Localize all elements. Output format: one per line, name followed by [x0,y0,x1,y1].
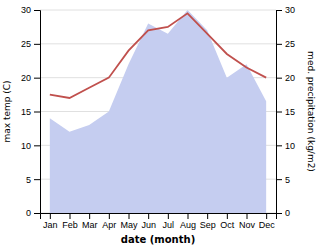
tick-label: 10 [285,141,295,151]
axis-line [41,214,277,220]
tick-label: 20 [285,73,295,83]
tick-label: Apr [102,220,116,230]
tick-label: Aug [180,220,196,230]
tick: 20 [276,73,295,83]
tick-label: Dec [259,220,276,230]
tick-mark [276,213,282,214]
tick: Nov [239,213,256,230]
tick: 0 [276,208,290,218]
tick: 15 [276,107,295,117]
tick-label: Jul [163,220,175,230]
tick-label: 5 [26,175,31,185]
tick-label: Jun [141,220,156,230]
y2-axis: 0 5 10 15 20 25 30 [276,5,295,218]
tick: Sep [200,213,216,230]
grid-line [40,10,276,11]
tick-label: Nov [239,220,256,230]
tick-label: 15 [285,107,295,117]
tick-label: 30 [21,5,31,15]
marks [50,10,266,213]
chart: Jan Feb Mar Apr MayJun Jul Aug Sep Oct NovDec 0 5 10… [0,0,318,247]
tick: 10 [276,141,295,151]
tick: Apr [102,213,116,230]
line [50,13,266,98]
tick-mark [276,179,282,180]
tick-mark [276,78,282,79]
tick-mark [70,213,71,219]
tick: Jun [141,213,156,230]
tick: 25 [21,39,40,49]
tick-mark [129,213,130,219]
tick-label: Jan [43,220,58,230]
tick-label: 25 [285,39,295,49]
tick-mark [34,44,40,45]
tick: Feb [62,213,78,230]
tick: Oct [220,213,235,230]
tick-label: 5 [285,175,290,185]
tick-label: Mar [82,220,98,230]
tick-label: 15 [21,107,31,117]
tick-label: 20 [21,73,31,83]
tick-mark [34,213,40,214]
axis-line [34,11,41,214]
tick-label: 0 [285,208,290,218]
tick-label: May [120,220,138,230]
tick-label: Sep [200,220,216,230]
tick-mark [50,213,51,219]
tick-label: Oct [220,220,235,230]
tick-mark [89,213,90,219]
tick-mark [227,213,228,219]
x-axis-title: date (month) [121,234,195,245]
tick-label: 0 [26,208,31,218]
tick-mark [34,112,40,113]
tick-label: 30 [285,5,295,15]
tick: Mar [82,213,98,230]
tick-mark [266,213,267,219]
axis-line [277,11,283,214]
tick: Jul [163,213,175,230]
tick-mark [188,213,189,219]
tick-mark [34,179,40,180]
area [50,10,266,213]
x-axis: Jan Feb Mar Apr MayJun Jul Aug Sep Oct NovDec [41,213,277,230]
tick-mark [276,145,282,146]
tick-mark [276,10,282,11]
tick-mark [207,213,208,219]
tick-mark [247,213,248,219]
tick-mark [109,213,110,219]
tick-mark [276,112,282,113]
plot: Jan Feb Mar Apr MayJun Jul Aug Sep Oct NovDec 0 5 10… [21,5,295,230]
y2-axis-title: med. precipitation (kg/m2) [306,51,316,172]
tick: 0 [26,208,40,218]
tick: Dec [259,213,276,230]
tick: Jan [43,213,58,230]
tick-label: 10 [21,141,31,151]
y-axis: 0 5 10 15 20 25 30 [21,5,41,218]
tick-mark [34,10,40,11]
tick: 30 [276,5,295,15]
tick: May [120,213,138,230]
grid [40,10,276,213]
tick: 15 [21,107,40,117]
y-axis-title: max temp (C) [2,80,12,142]
tick-mark [276,44,282,45]
tick-mark [168,213,169,219]
tick: 25 [276,39,295,49]
tick: 10 [21,141,40,151]
tick-mark [34,78,40,79]
tick: Aug [180,213,196,230]
tick: 5 [26,175,40,185]
tick: 20 [21,73,40,83]
tick-label: Feb [62,220,78,230]
tick-mark [148,213,149,219]
tick: 5 [276,175,290,185]
tick: 30 [21,5,40,15]
tick-mark [34,145,40,146]
tick-label: 25 [21,39,31,49]
